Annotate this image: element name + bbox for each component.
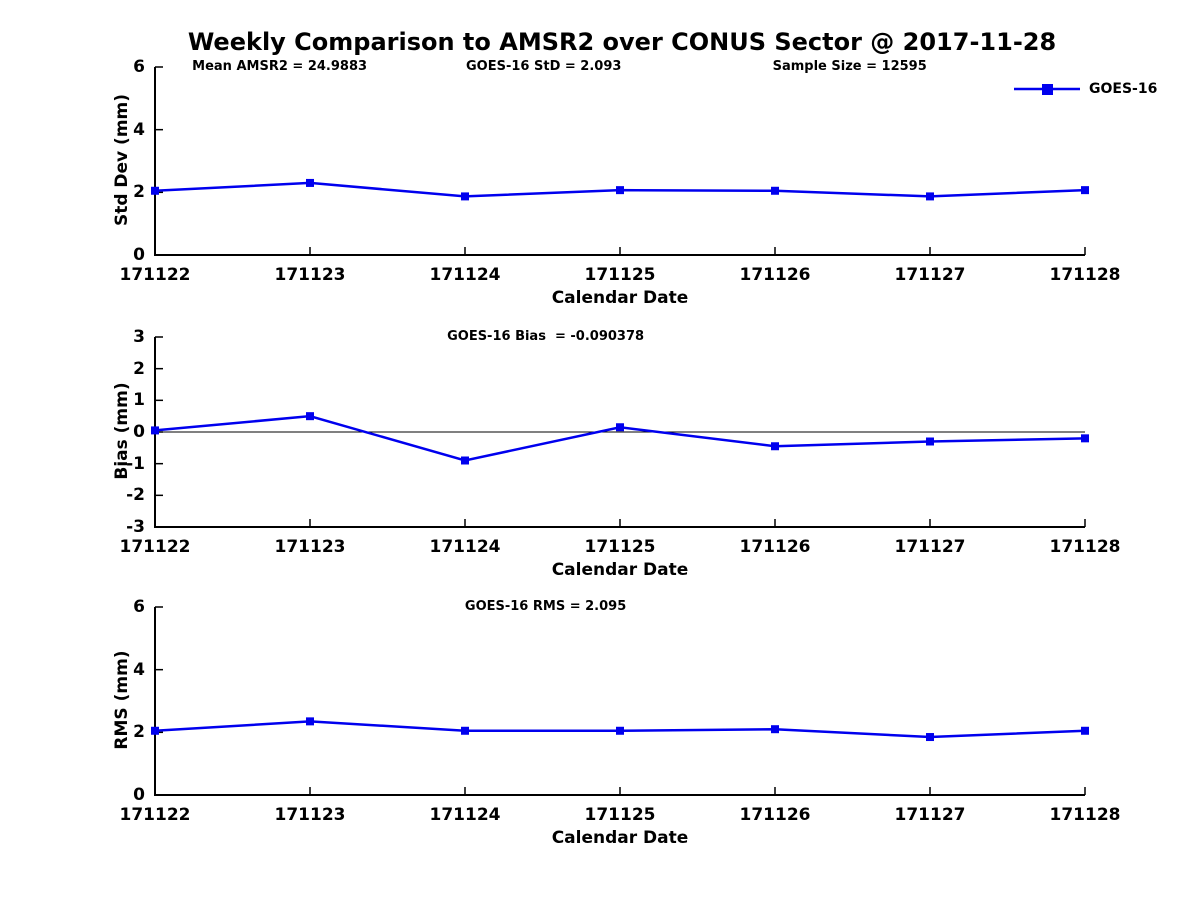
- x-tick-label: 171128: [1049, 805, 1121, 825]
- data-point-marker: [306, 178, 314, 187]
- x-tick-label: 171124: [429, 537, 501, 557]
- data-point-marker: [151, 726, 159, 735]
- subplot-bias: [151, 336, 1089, 528]
- legend-line-marker-icon: [1014, 84, 1080, 95]
- x-tick-label: 171125: [584, 265, 656, 285]
- y-axis-label: Bias (mm): [112, 382, 132, 480]
- y-axis-label: RMS (mm): [112, 650, 132, 750]
- subplot-annotation: GOES-16 Bias = -0.090378: [447, 329, 645, 344]
- y-tick-label: 4: [133, 119, 145, 140]
- data-point-marker: [1081, 726, 1089, 735]
- y-tick-label: 2: [133, 722, 145, 743]
- data-point-marker: [926, 192, 934, 201]
- legend: GOES-16: [1012, 81, 1157, 97]
- x-axis-label: Calendar Date: [551, 560, 689, 580]
- y-tick-label: 0: [133, 245, 145, 265]
- figure-title: Weekly Comparison to AMSR2 over CONUS Se…: [187, 28, 1057, 56]
- y-tick-label: 3: [133, 327, 145, 347]
- y-tick-label: -2: [126, 485, 145, 506]
- x-tick-label: 171124: [429, 265, 501, 285]
- y-tick-label: 2: [133, 358, 145, 379]
- data-point-marker: [306, 412, 314, 421]
- x-tick-label: 171123: [274, 537, 346, 557]
- data-point-marker: [1081, 186, 1089, 195]
- x-tick-label: 171122: [119, 537, 191, 557]
- axis-lines: [154, 67, 1085, 256]
- data-point-marker: [616, 186, 624, 195]
- data-point-marker: [306, 717, 314, 726]
- x-tick-label: 171122: [119, 805, 191, 825]
- x-tick-label: 171127: [894, 805, 966, 825]
- x-tick-label: 171124: [429, 805, 501, 825]
- y-tick-label: 6: [133, 57, 145, 77]
- subplot-rms: [151, 606, 1089, 796]
- data-point-marker: [771, 725, 779, 734]
- x-tick-label: 171127: [894, 265, 966, 285]
- x-axis-label: Calendar Date: [551, 828, 689, 848]
- data-point-marker: [461, 456, 469, 465]
- axis-lines: [154, 607, 1085, 796]
- y-tick-label: 0: [133, 422, 145, 442]
- subplot-annotation: GOES-16 StD = 2.093: [466, 59, 622, 74]
- data-point-marker: [616, 423, 624, 432]
- x-tick-label: 171123: [274, 265, 346, 285]
- x-tick-label: 171123: [274, 805, 346, 825]
- series-line: [154, 414, 1086, 462]
- y-tick-label: -3: [126, 517, 145, 537]
- subplot-std-dev: [151, 66, 1089, 256]
- y-tick-label: 2: [133, 182, 145, 203]
- x-tick-label: 171125: [584, 805, 656, 825]
- data-point-marker: [771, 442, 779, 451]
- y-tick-label: 6: [133, 597, 145, 617]
- data-point-marker: [151, 186, 159, 195]
- data-point-marker: [1081, 434, 1089, 443]
- data-point-marker: [151, 426, 159, 435]
- subplot-annotation: Mean AMSR2 = 24.9883: [192, 59, 368, 74]
- x-tick-label: 171122: [119, 265, 191, 285]
- x-tick-label: 171127: [894, 537, 966, 557]
- x-tick-label: 171126: [739, 537, 811, 557]
- data-point-marker: [461, 192, 469, 201]
- y-tick-label: 4: [133, 659, 145, 680]
- subplot-annotation: GOES-16 RMS = 2.095: [464, 599, 627, 614]
- data-point-marker: [771, 186, 779, 195]
- data-point-marker: [461, 726, 469, 735]
- y-tick-label: -1: [126, 453, 145, 474]
- subplot-annotation: Sample Size = 12595: [772, 59, 927, 74]
- data-point-marker: [926, 437, 934, 446]
- y-tick-label: 0: [133, 785, 145, 805]
- data-point-marker: [926, 733, 934, 742]
- legend-label: GOES-16: [1089, 81, 1158, 97]
- x-tick-label: 171126: [739, 805, 811, 825]
- y-axis-label: Std Dev (mm): [112, 93, 132, 227]
- x-tick-label: 171128: [1049, 537, 1121, 557]
- x-tick-label: 171126: [739, 265, 811, 285]
- x-tick-label: 171125: [584, 537, 656, 557]
- data-point-marker: [616, 726, 624, 735]
- x-tick-label: 171128: [1049, 265, 1121, 285]
- y-tick-label: 1: [133, 390, 145, 411]
- x-axis-label: Calendar Date: [551, 288, 689, 308]
